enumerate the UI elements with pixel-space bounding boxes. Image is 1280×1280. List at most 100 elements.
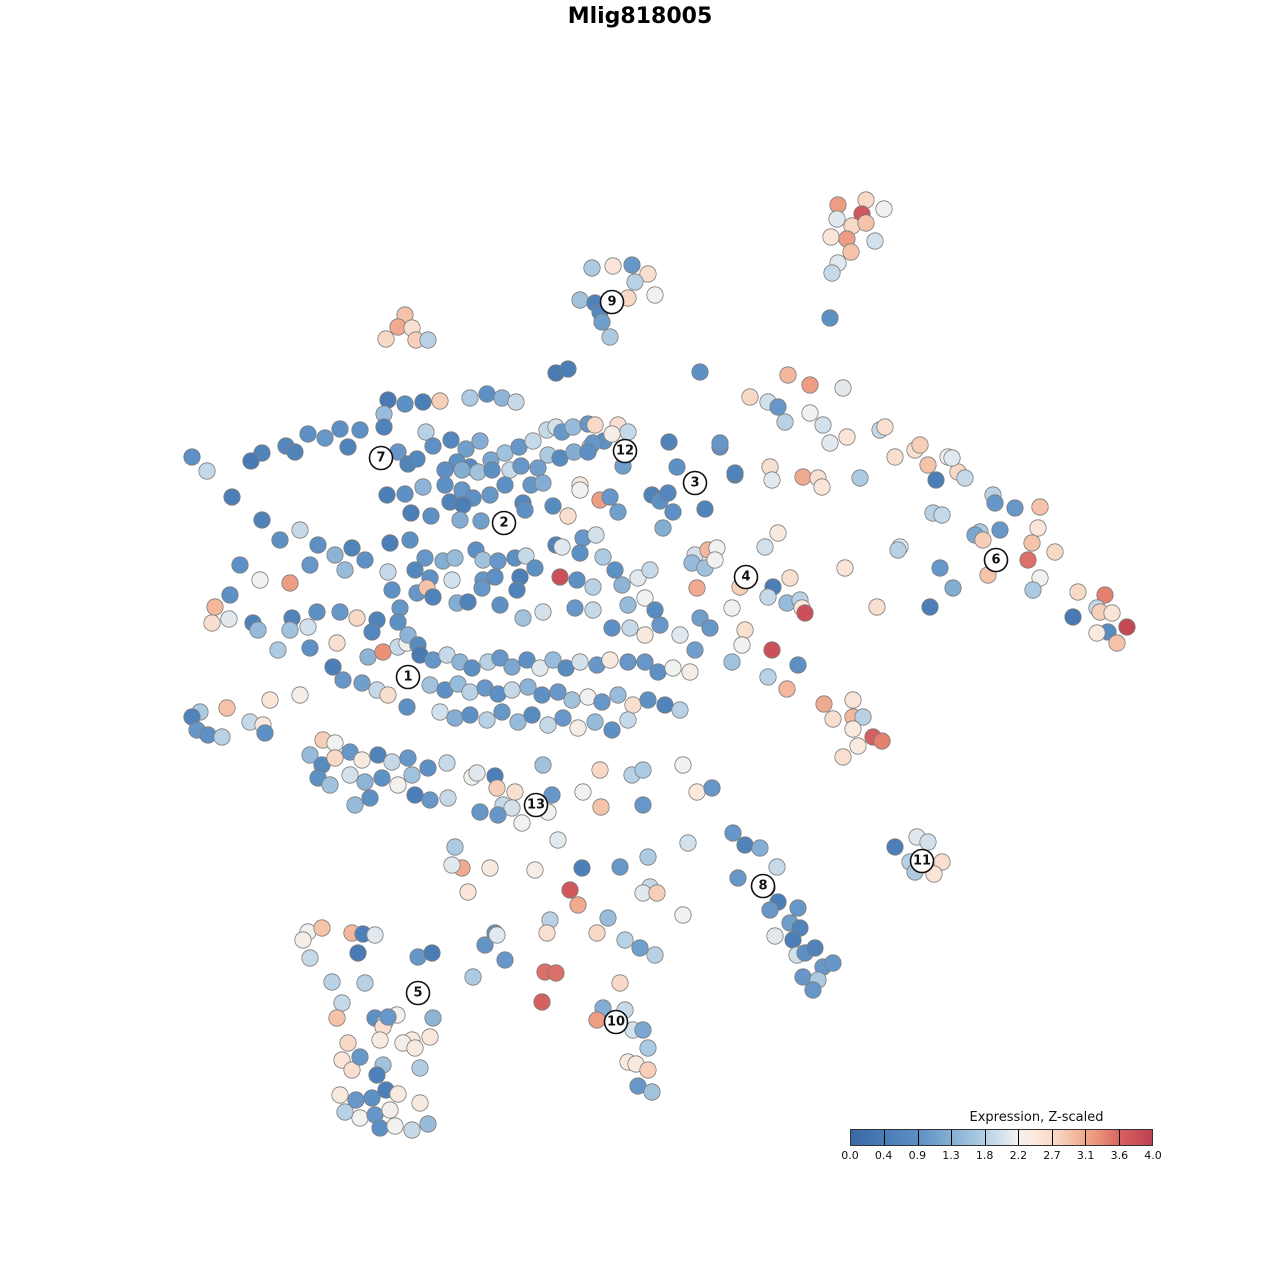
data-point bbox=[851, 469, 869, 487]
data-point bbox=[1023, 534, 1041, 552]
data-point bbox=[634, 1021, 652, 1039]
data-point bbox=[513, 814, 531, 832]
data-point bbox=[986, 494, 1004, 512]
data-point bbox=[711, 434, 729, 452]
data-point bbox=[309, 536, 327, 554]
data-point bbox=[346, 796, 364, 814]
data-point bbox=[461, 706, 479, 724]
data-point bbox=[844, 691, 862, 709]
cluster-label-9: 9 bbox=[599, 289, 625, 315]
data-point bbox=[203, 614, 221, 632]
data-point bbox=[301, 639, 319, 657]
data-point bbox=[377, 330, 395, 348]
cluster-label-circle bbox=[733, 564, 759, 590]
data-point bbox=[601, 651, 619, 669]
data-point bbox=[406, 1039, 424, 1057]
data-point bbox=[664, 503, 682, 521]
data-point bbox=[886, 448, 904, 466]
cluster-label-circle bbox=[682, 470, 708, 496]
data-point bbox=[573, 859, 591, 877]
data-point bbox=[478, 711, 496, 729]
data-point bbox=[574, 783, 592, 801]
data-point bbox=[517, 547, 535, 565]
data-point bbox=[814, 416, 832, 434]
data-point bbox=[361, 789, 379, 807]
data-point bbox=[1029, 519, 1047, 537]
data-point bbox=[648, 884, 666, 902]
data-point bbox=[383, 753, 401, 771]
data-point bbox=[1064, 608, 1082, 626]
colorbar-tick-label: 4.0 bbox=[1144, 1149, 1162, 1162]
data-point bbox=[646, 286, 664, 304]
data-point bbox=[374, 643, 392, 661]
data-point bbox=[824, 710, 842, 728]
data-point bbox=[331, 603, 349, 621]
data-point bbox=[603, 619, 621, 637]
data-point bbox=[474, 551, 492, 569]
cluster-label-13: 13 bbox=[523, 792, 549, 818]
colorbar-tick bbox=[1118, 1130, 1120, 1145]
data-point bbox=[526, 559, 544, 577]
data-point bbox=[1019, 551, 1037, 569]
data-point bbox=[533, 993, 551, 1011]
data-point bbox=[824, 954, 842, 972]
data-point bbox=[299, 425, 317, 443]
cluster-label-circle bbox=[599, 289, 625, 315]
data-point bbox=[601, 488, 619, 506]
data-point bbox=[398, 698, 416, 716]
data-point bbox=[523, 706, 541, 724]
data-point bbox=[349, 944, 367, 962]
colorbar-tick-label: 1.3 bbox=[942, 1149, 960, 1162]
data-point bbox=[634, 761, 652, 779]
data-point bbox=[331, 420, 349, 438]
data-point bbox=[664, 659, 682, 677]
data-point bbox=[348, 609, 366, 627]
colorbar-tick-label: 0.4 bbox=[874, 1149, 893, 1162]
data-point bbox=[568, 571, 586, 589]
data-point bbox=[481, 486, 499, 504]
data-point bbox=[326, 749, 344, 767]
data-point bbox=[611, 974, 629, 992]
data-point bbox=[1103, 604, 1121, 622]
data-point bbox=[801, 376, 819, 394]
data-point bbox=[341, 766, 359, 784]
data-point bbox=[784, 931, 802, 949]
data-point bbox=[353, 674, 371, 692]
cluster-label-2: 2 bbox=[491, 510, 517, 536]
data-point bbox=[761, 901, 779, 919]
data-point bbox=[414, 478, 432, 496]
data-point bbox=[281, 621, 299, 639]
data-point bbox=[943, 449, 961, 467]
data-point bbox=[1096, 586, 1114, 604]
data-point bbox=[389, 776, 407, 794]
data-point bbox=[821, 309, 839, 327]
cluster-label-12: 12 bbox=[612, 438, 638, 464]
data-point bbox=[626, 273, 644, 291]
data-point bbox=[741, 388, 759, 406]
data-point bbox=[794, 468, 812, 486]
data-point bbox=[889, 541, 907, 559]
data-point bbox=[539, 716, 557, 734]
data-point bbox=[679, 834, 697, 852]
data-point bbox=[423, 944, 441, 962]
data-point bbox=[291, 686, 309, 704]
data-point bbox=[631, 939, 649, 957]
data-point bbox=[459, 593, 477, 611]
data-point bbox=[366, 926, 384, 944]
data-point bbox=[220, 610, 238, 628]
colorbar-tick-labels: 0.0 0.4 0.9 1.3 1.8 2.2 2.7 3.1 3.6 4.0 bbox=[841, 1149, 1162, 1163]
data-point bbox=[431, 703, 449, 721]
data-point bbox=[256, 724, 274, 742]
data-point bbox=[629, 569, 647, 587]
data-point bbox=[373, 769, 391, 787]
data-point bbox=[549, 831, 567, 849]
data-point bbox=[931, 559, 949, 577]
data-point bbox=[419, 759, 437, 777]
data-point bbox=[566, 599, 584, 617]
data-point bbox=[593, 313, 611, 331]
data-point bbox=[674, 906, 692, 924]
colorbar-tick-label: 3.6 bbox=[1110, 1149, 1129, 1162]
data-point bbox=[251, 571, 269, 589]
data-point bbox=[639, 1039, 657, 1057]
